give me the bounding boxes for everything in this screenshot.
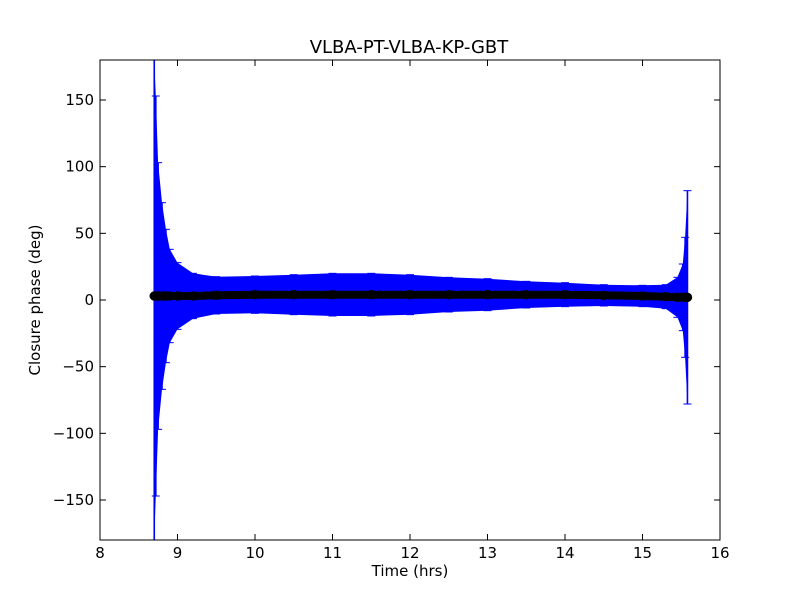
x-tick-label: 15 — [633, 544, 652, 562]
x-tick-label: 11 — [323, 544, 342, 562]
axis-ticks: 8 9 10 11 12 13 14 15 16 −150 −100 −50 0 50 100 150 — [53, 60, 730, 562]
y-axis-label: Closure phase (deg) — [26, 225, 44, 376]
y-tick-label: 150 — [65, 91, 94, 109]
x-tick-label: 13 — [478, 544, 497, 562]
y-tick-label: 0 — [84, 291, 94, 309]
x-tick-label: 8 — [95, 544, 105, 562]
x-tick-label: 14 — [555, 544, 574, 562]
chart-title: VLBA-PT-VLBA-KP-GBT — [310, 37, 510, 58]
data-point-band — [150, 290, 692, 302]
y-tick-label: −100 — [53, 424, 94, 442]
y-tick-label: −50 — [62, 358, 94, 376]
x-tick-label: 12 — [400, 544, 419, 562]
y-tick-label: 100 — [65, 158, 94, 176]
x-axis-label: Time (hrs) — [371, 562, 449, 580]
error-envelope — [154, 60, 688, 540]
x-tick-label: 16 — [710, 544, 729, 562]
x-tick-label: 9 — [173, 544, 183, 562]
y-tick-label: −150 — [53, 491, 94, 509]
x-tick-label: 10 — [245, 544, 264, 562]
plot-area — [149, 60, 693, 540]
y-tick-label: 50 — [75, 224, 94, 242]
